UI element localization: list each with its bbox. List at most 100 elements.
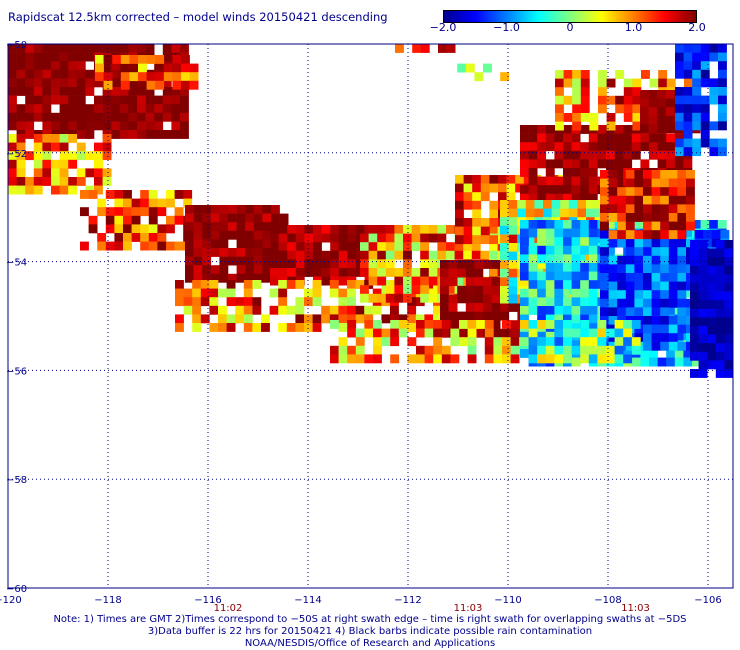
swath-cell: [675, 52, 684, 62]
swath-cell: [51, 95, 60, 105]
swath-cell: [634, 264, 644, 274]
swath-cell: [528, 337, 538, 347]
swath-cell: [520, 254, 529, 264]
swath-cell: [718, 121, 727, 131]
swath-cell: [94, 44, 103, 53]
swath-cell: [377, 225, 387, 234]
swath-cell: [649, 142, 658, 152]
swath-cell: [698, 308, 708, 318]
swath-cell: [8, 112, 17, 122]
swath-cell: [631, 345, 641, 355]
swath-cell: [155, 55, 165, 64]
swath-cell: [355, 345, 365, 355]
swath-cell: [226, 323, 236, 332]
swath-cell: [390, 320, 400, 329]
swath-cell: [140, 224, 150, 234]
swath-cell: [580, 78, 590, 88]
swath-cell: [68, 104, 78, 114]
swath-cell: [119, 44, 129, 53]
swath-cell: [210, 222, 220, 232]
swath-cell: [457, 63, 467, 73]
swath-cell: [563, 159, 572, 169]
swath-cell: [625, 255, 635, 265]
swath-cell: [484, 345, 494, 355]
swath-cell: [329, 288, 339, 298]
swath-cell: [577, 251, 587, 261]
swath-cell: [193, 205, 203, 214]
swath-cell: [643, 341, 652, 351]
swath-cell: [424, 345, 434, 355]
swath-cell: [180, 112, 189, 122]
swath-cell: [347, 354, 357, 364]
swath-cell: [493, 337, 503, 347]
swath-cell: [88, 190, 98, 199]
swath-cell: [640, 124, 649, 134]
swath-cell: [520, 125, 529, 134]
swath-cell: [338, 305, 348, 315]
swath-cell: [385, 293, 395, 303]
swath-cell: [185, 265, 194, 275]
swath-cell: [675, 95, 684, 105]
swath-cell: [42, 159, 52, 169]
swath-cell: [660, 290, 670, 300]
swath-cell: [608, 273, 618, 282]
swath-cell: [457, 285, 467, 295]
swath-cell: [600, 298, 609, 308]
swath-cell: [270, 250, 279, 260]
swath-cell: [219, 230, 229, 240]
swath-cell: [163, 63, 173, 73]
swath-cell: [660, 221, 670, 231]
swath-cell: [330, 259, 340, 269]
swath-cell: [614, 328, 624, 338]
swath-cell: [537, 185, 547, 195]
swath-cell: [632, 113, 642, 122]
swath-cell: [554, 354, 564, 364]
swath-cell: [76, 168, 86, 178]
swath-cell: [105, 207, 115, 217]
footnote-line-2: 3)Data buffer is 22 hrs for 20150421 4) …: [147, 626, 593, 637]
swath-cell: [698, 240, 708, 249]
swath-cell: [123, 207, 132, 217]
swath-cell: [665, 124, 675, 134]
swath-cell: [571, 271, 581, 281]
swath-cell: [660, 170, 670, 179]
swath-cell: [457, 294, 467, 304]
swath-cell: [640, 133, 650, 143]
swath-cell: [313, 242, 322, 252]
swath-cell: [675, 61, 684, 71]
swath-cell: [347, 288, 356, 298]
swath-cell: [111, 121, 121, 131]
swath-cell: [520, 133, 529, 143]
swath-cell: [508, 320, 518, 330]
swath-cell: [123, 215, 132, 225]
swath-cell: [68, 177, 78, 186]
swath-cell: [563, 193, 572, 203]
swath-cell: [76, 87, 86, 96]
swath-cell: [571, 193, 581, 203]
swath-cell: [651, 247, 661, 257]
swath-cell: [347, 314, 356, 324]
swath-cell: [448, 260, 458, 269]
swath-cell: [500, 260, 509, 270]
swath-cell: [364, 305, 374, 315]
swath-cell: [657, 133, 667, 143]
swath-cell: [171, 112, 181, 122]
swath-cell: [718, 87, 727, 96]
swath-cell: [508, 225, 518, 235]
swath-cell: [709, 121, 719, 131]
swath-cell: [580, 337, 590, 347]
swath-cell: [625, 290, 635, 300]
swath-cell: [433, 305, 442, 315]
swath-cell: [491, 320, 501, 330]
swath-cell: [724, 369, 734, 378]
swath-cell: [25, 69, 35, 79]
swath-cell: [683, 44, 693, 53]
swath-cell: [103, 55, 113, 64]
swath-cell: [321, 259, 331, 269]
swath-cell: [580, 354, 590, 364]
swath-cell: [94, 185, 103, 195]
swath-cell: [403, 293, 412, 303]
swath-cell: [480, 192, 490, 202]
swath-cell: [128, 104, 138, 114]
